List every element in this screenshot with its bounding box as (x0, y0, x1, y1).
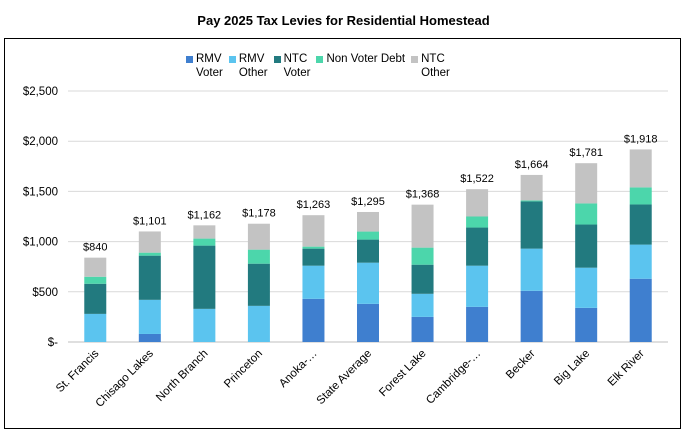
total-data-label: $1,918 (624, 133, 658, 145)
legend-swatch (186, 56, 193, 63)
legend-item: NTC Voter (273, 52, 311, 80)
legend-label: Non Voter Debt (326, 53, 406, 65)
bar-segment-rmv-voter (357, 303, 379, 342)
bar-segment-ntc-other (411, 204, 434, 248)
total-data-label: $1,781 (569, 147, 603, 159)
bar-segment-non-voter-debt (84, 276, 107, 284)
legend-label: RMV Voter (196, 53, 223, 79)
total-data-label: $1,162 (188, 209, 222, 221)
bar-segment-rmv-other (247, 305, 270, 342)
bar-segment-ntc-other (193, 225, 216, 239)
y-tick-label: $2,500 (23, 86, 58, 98)
chart-frame (4, 38, 681, 429)
bar-segment-non-voter-debt (520, 200, 543, 202)
bar-segment-non-voter-debt (302, 246, 325, 249)
y-tick-label: $- (48, 337, 58, 349)
total-data-label: $1,664 (515, 159, 549, 171)
y-tick-label: $1,000 (23, 237, 58, 249)
legend-swatch (411, 56, 419, 63)
bar-segment-ntc-other (357, 211, 379, 232)
total-data-label: $1,101 (133, 215, 167, 227)
chart-legend: RMV Voter RMV Other NTC Voter Non Voter Debt NT… (186, 52, 456, 82)
bar-segment-rmv-other (138, 299, 161, 334)
legend-swatch (316, 56, 324, 63)
legend-label: RMV Other (238, 53, 268, 79)
bar-segment-non-voter-debt (575, 203, 598, 225)
x-tick-label: Anoka-… (277, 348, 319, 390)
x-tick-label: Big Lake (552, 348, 592, 388)
x-tick-label: State Average (315, 348, 374, 407)
bar-segment-rmv-other (629, 244, 652, 279)
bar-segment-ntc-voter (575, 224, 598, 268)
y-tick-label: $500 (32, 287, 58, 299)
legend-item: Non Voter Debt (316, 52, 405, 66)
bar-segment-rmv-voter (466, 306, 489, 342)
bar-segment-ntc-voter (138, 255, 161, 300)
bar-segment-non-voter-debt (247, 249, 270, 264)
bar-segment-rmv-other (520, 248, 543, 291)
bar-segment-ntc-other (629, 149, 652, 188)
x-tick-label: Elk River (606, 348, 647, 389)
bar-segment-non-voter-debt (138, 252, 161, 256)
legend-item: RMV Other (228, 52, 268, 80)
bar-segment-ntc-voter (411, 264, 434, 294)
total-data-label: $1,263 (297, 199, 331, 211)
x-tick-label: Princeton (222, 348, 265, 391)
chart-title: Pay 2025 Tax Levies for Residential Home… (197, 13, 490, 28)
bar-segment-rmv-other (193, 308, 216, 342)
bar-segment-ntc-voter (520, 201, 543, 249)
x-tick-label: North Branch (154, 348, 210, 404)
bar-segment-ntc-other (138, 231, 161, 253)
bar-segment-ntc-other (247, 223, 270, 250)
legend-label: NTC Other (421, 53, 450, 79)
bar-segment-ntc-other (84, 257, 107, 277)
bar-segment-rmv-other (466, 265, 489, 307)
bar-segment-ntc-voter (84, 283, 107, 314)
x-tick-label: Cambridge-… (424, 348, 483, 407)
bar-segment-ntc-other (520, 174, 543, 201)
bar-segment-ntc-voter (247, 263, 270, 306)
bar-segment-ntc-other (302, 215, 325, 247)
total-data-label: $1,295 (351, 196, 385, 208)
bar-segment-rmv-other (411, 293, 434, 317)
x-tick-label: Chisago Lakes (94, 347, 156, 409)
legend-swatch (228, 56, 236, 63)
bar-segment-non-voter-debt (411, 247, 434, 265)
bar-segment-rmv-voter (411, 316, 434, 342)
bar-segment-rmv-voter (302, 298, 325, 342)
legend-label: NTC Voter (283, 53, 311, 79)
bar-segment-rmv-other (357, 262, 379, 304)
bar-segment-rmv-voter (520, 290, 543, 342)
x-tick-label: Becker (504, 348, 538, 382)
y-tick-label: $1,500 (23, 186, 58, 198)
total-data-label: $1,368 (406, 189, 440, 201)
bar-segment-non-voter-debt (193, 238, 216, 246)
legend-swatch (273, 56, 281, 63)
bar-segment-non-voter-debt (466, 216, 489, 228)
bar-segment-ntc-voter (357, 239, 379, 263)
x-tick-label: Forest Lake (377, 348, 428, 399)
bar-segment-ntc-voter (302, 248, 325, 266)
y-tick-label: $2,000 (23, 136, 58, 148)
bar-segment-ntc-other (466, 189, 489, 217)
bar-segment-ntc-other (575, 163, 598, 204)
total-data-label: $840 (83, 242, 107, 254)
total-data-label: $1,178 (242, 208, 276, 220)
bar-segment-non-voter-debt (629, 187, 652, 205)
bar-segment-rmv-voter (575, 307, 598, 342)
bar-segment-rmv-other (302, 265, 325, 299)
legend-item: NTC Other (411, 52, 450, 80)
bar-segment-ntc-voter (193, 245, 216, 309)
bar-segment-ntc-voter (466, 227, 489, 266)
bar-segment-rmv-other (575, 267, 598, 308)
bar-segment-ntc-voter (629, 204, 652, 245)
total-data-label: $1,522 (460, 173, 494, 185)
legend-item: RMV Voter (186, 52, 223, 80)
bar-segment-rmv-voter (629, 278, 652, 342)
x-tick-label: St. Francis (54, 347, 102, 395)
bar-segment-rmv-voter (138, 333, 161, 342)
bar-segment-non-voter-debt (357, 231, 379, 240)
bar-segment-rmv-other (84, 313, 107, 342)
